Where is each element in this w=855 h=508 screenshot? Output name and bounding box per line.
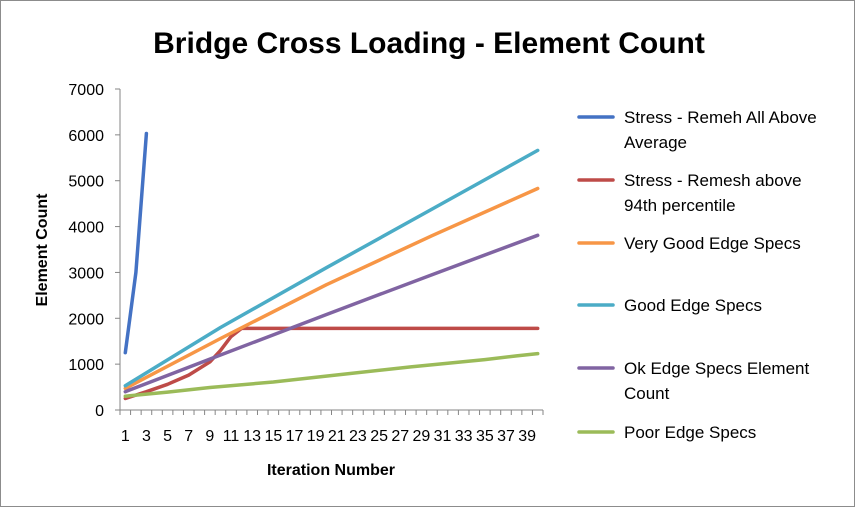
x-tick-label: 35 <box>476 428 494 445</box>
series-line-2 <box>123 326 540 401</box>
legend-label-6: Poor Edge Specs <box>624 423 756 442</box>
x-tick-label: 17 <box>286 428 304 445</box>
x-tick-label: 25 <box>370 428 388 445</box>
x-tick-label: 19 <box>307 428 325 445</box>
y-tick-label: 5000 <box>68 174 104 191</box>
x-axis-title: Iteration Number <box>267 462 395 479</box>
y-tick-label: 1000 <box>68 357 104 374</box>
series-line-4 <box>123 148 540 388</box>
legend-label-3: Very Good Edge Specs <box>624 234 801 253</box>
x-tick-label: 33 <box>455 428 473 445</box>
series-line-1 <box>123 131 149 355</box>
legend: Stress - Remeh All Above Average Stress - … <box>577 108 817 442</box>
x-tick-label: 1 <box>121 428 130 445</box>
x-tick-label: 11 <box>223 428 240 445</box>
x-tick-label: 13 <box>243 428 261 445</box>
x-tick-label: 5 <box>163 428 172 445</box>
y-tick-label: 4000 <box>68 220 104 237</box>
y-tick-label: 3000 <box>68 265 104 282</box>
y-tick-label: 0 <box>95 403 104 420</box>
x-tick-label: 9 <box>205 428 214 445</box>
series-line-6 <box>123 351 540 398</box>
x-tick-label: 15 <box>264 428 282 445</box>
y-tick-label: 2000 <box>68 311 104 328</box>
x-tick-label: 29 <box>412 428 430 445</box>
x-tick-label: 39 <box>518 428 536 445</box>
series-line-5 <box>123 233 540 394</box>
legend-label-4: Good Edge Specs <box>624 296 762 315</box>
y-tick-label: 7000 <box>68 82 104 99</box>
x-tick-label: 37 <box>497 428 515 445</box>
series-line-3 <box>123 186 540 391</box>
legend-label-5: Ok Edge Specs Element Count <box>624 359 809 403</box>
chart-title: Bridge Cross Loading - Element Count <box>153 27 705 60</box>
x-tick-label: 27 <box>391 428 409 445</box>
legend-label-1: Stress - Remeh All Above Average <box>624 108 817 152</box>
legend-label-2: Stress - Remesh above 94th percentile <box>624 171 802 215</box>
y-tick-label: 6000 <box>68 128 104 145</box>
x-tick-label: 21 <box>328 428 346 445</box>
x-tick-label: 3 <box>142 428 151 445</box>
x-tick-label: 7 <box>184 428 193 445</box>
x-tick-label: 31 <box>434 428 452 445</box>
x-tick-label: 23 <box>349 428 367 445</box>
y-axis-title: Element Count <box>34 193 51 307</box>
